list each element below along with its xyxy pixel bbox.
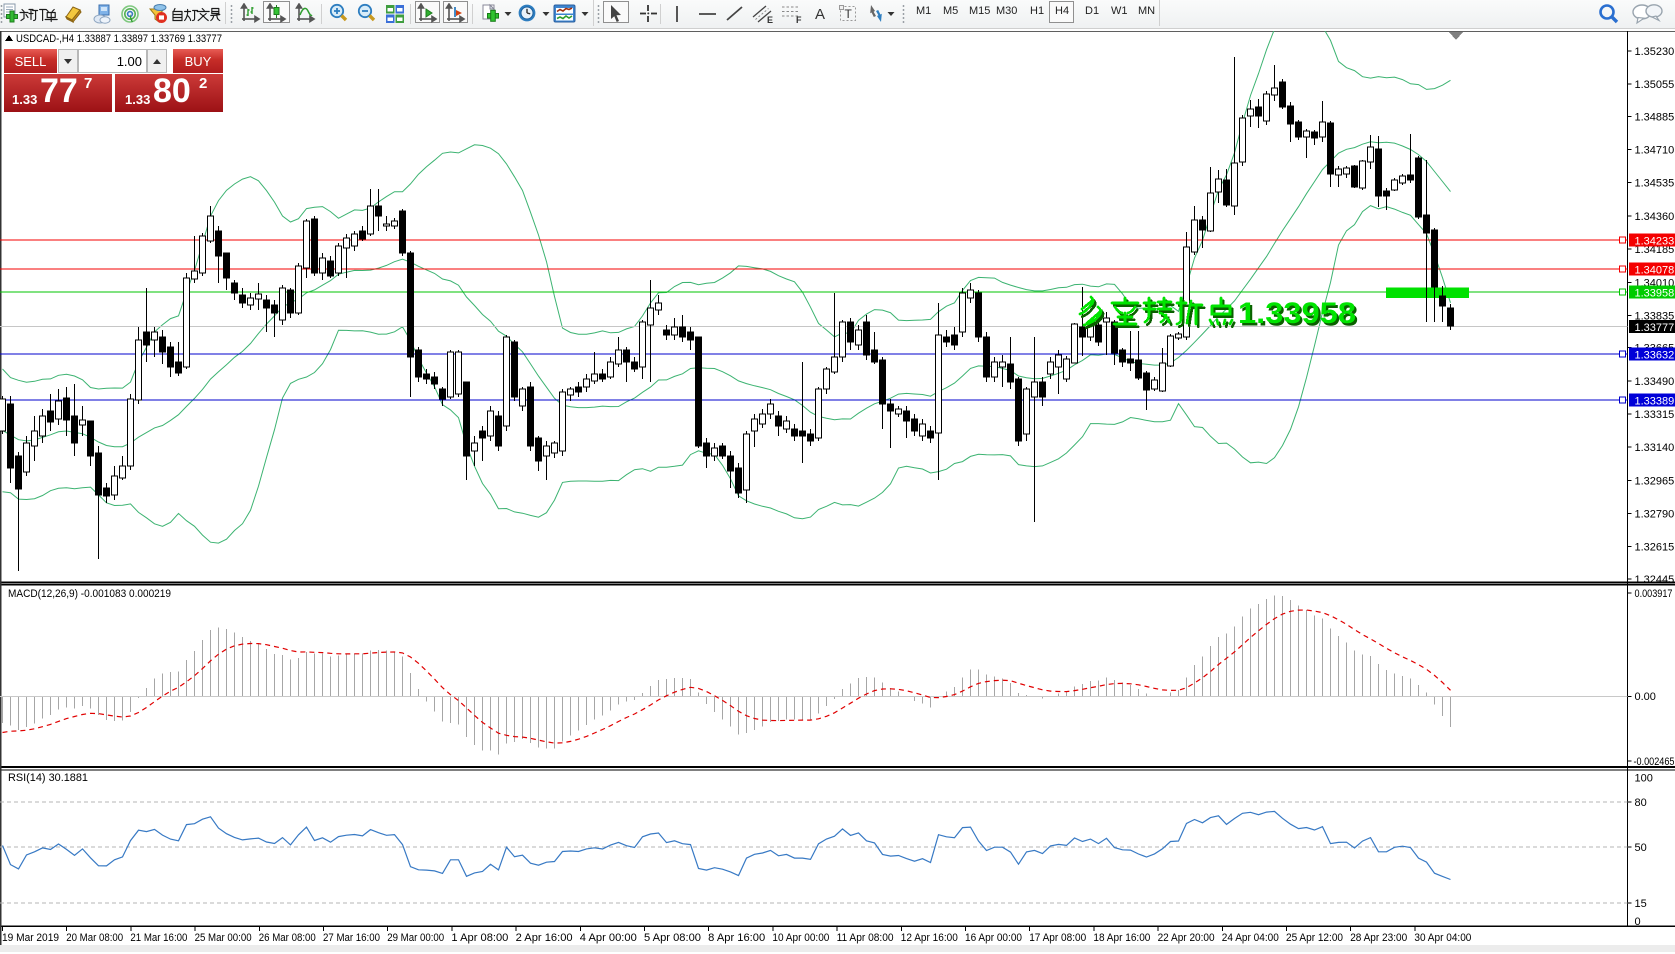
svg-text:29 Mar 00:00: 29 Mar 00:00 (387, 932, 444, 944)
svg-text:26 Mar 08:00: 26 Mar 08:00 (259, 932, 316, 944)
svg-text:12 Apr 16:00: 12 Apr 16:00 (901, 932, 958, 944)
svg-text:1.33315: 1.33315 (1635, 409, 1675, 421)
svg-text:11 Apr 08:00: 11 Apr 08:00 (837, 932, 894, 944)
svg-text:1.33140: 1.33140 (1635, 442, 1675, 454)
svg-text:1.33389: 1.33389 (1635, 396, 1675, 408)
svg-text:25 Apr 12:00: 25 Apr 12:00 (1286, 932, 1343, 944)
svg-text:27 Mar 16:00: 27 Mar 16:00 (323, 932, 380, 944)
svg-text:4 Apr 00:00: 4 Apr 00:00 (580, 932, 637, 944)
svg-text:1.34360: 1.34360 (1635, 211, 1675, 223)
svg-text:100: 100 (1635, 773, 1653, 785)
svg-text:1.34885: 1.34885 (1635, 111, 1675, 123)
svg-text:1.33632: 1.33632 (1635, 350, 1675, 362)
svg-text:80: 80 (1635, 797, 1647, 809)
svg-text:1.34078: 1.34078 (1635, 265, 1675, 277)
svg-text:1.35055: 1.35055 (1635, 79, 1675, 91)
svg-text:1.32615: 1.32615 (1635, 542, 1675, 554)
svg-text:10 Apr 00:00: 10 Apr 00:00 (772, 932, 829, 944)
svg-text:5 Apr 08:00: 5 Apr 08:00 (644, 932, 701, 944)
svg-text:F: F (796, 15, 802, 25)
svg-text:22 Apr 20:00: 22 Apr 20:00 (1158, 932, 1215, 944)
svg-text:T: T (845, 7, 853, 21)
svg-text:E: E (767, 15, 773, 25)
svg-text:24 Apr 04:00: 24 Apr 04:00 (1222, 932, 1279, 944)
svg-text:0.00: 0.00 (1635, 691, 1656, 703)
svg-text:50: 50 (1635, 842, 1647, 854)
svg-text:1.33835: 1.33835 (1635, 310, 1675, 322)
svg-text:1.32965: 1.32965 (1635, 475, 1675, 487)
svg-text:A: A (815, 6, 825, 23)
svg-text:1.35230: 1.35230 (1635, 46, 1675, 58)
svg-text:17 Apr 08:00: 17 Apr 08:00 (1029, 932, 1086, 944)
svg-text:20 Mar 08:00: 20 Mar 08:00 (66, 932, 123, 944)
svg-text:8 Apr 16:00: 8 Apr 16:00 (708, 932, 765, 944)
svg-text:-0.002465: -0.002465 (1634, 756, 1675, 768)
svg-text:16 Apr 00:00: 16 Apr 00:00 (965, 932, 1022, 944)
svg-text:1.32445: 1.32445 (1635, 574, 1675, 586)
svg-text:1.33958: 1.33958 (1635, 288, 1675, 300)
svg-text:1.33490: 1.33490 (1635, 376, 1675, 388)
svg-text:0.003917: 0.003917 (1635, 588, 1673, 600)
svg-text:1.32790: 1.32790 (1635, 509, 1675, 521)
svg-text:1.34233: 1.34233 (1635, 236, 1675, 248)
svg-text:25 Mar 00:00: 25 Mar 00:00 (195, 932, 252, 944)
svg-text:0: 0 (1635, 916, 1641, 928)
svg-text:1.34710: 1.34710 (1635, 145, 1675, 157)
svg-text:2 Apr 16:00: 2 Apr 16:00 (516, 932, 573, 944)
svg-text:RSI(14) 30.1881: RSI(14) 30.1881 (8, 772, 88, 784)
svg-text:21 Mar 16:00: 21 Mar 16:00 (130, 932, 187, 944)
svg-text:18 Apr 16:00: 18 Apr 16:00 (1093, 932, 1150, 944)
svg-text:19 Mar 2019: 19 Mar 2019 (2, 932, 59, 944)
svg-text:1.33777: 1.33777 (1635, 322, 1675, 334)
svg-text:USDCAD-,H4 1.33887 1.33897 1.: USDCAD-,H4 1.33887 1.33897 1.33769 1.337… (16, 33, 222, 45)
svg-text:1 Apr 08:00: 1 Apr 08:00 (451, 932, 508, 944)
svg-text:MACD(12,26,9) -0.001083 0.0002: MACD(12,26,9) -0.001083 0.000219 (8, 588, 171, 600)
svg-text:28 Apr 23:00: 28 Apr 23:00 (1350, 932, 1407, 944)
svg-text:15: 15 (1635, 898, 1647, 910)
svg-text:1.33958: 1.33958 (1238, 297, 1356, 330)
svg-text:1.34185: 1.34185 (1635, 244, 1675, 256)
svg-text:30 Apr 04:00: 30 Apr 04:00 (1414, 932, 1471, 944)
svg-text:1.34535: 1.34535 (1635, 178, 1675, 190)
svg-text:1.33958: 1.33958 (1240, 300, 1358, 333)
